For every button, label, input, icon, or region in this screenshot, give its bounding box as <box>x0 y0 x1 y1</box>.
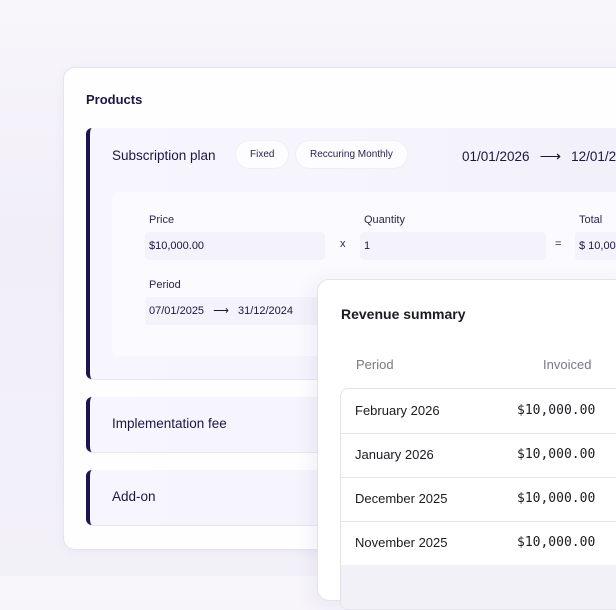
product-name: Subscription plan <box>112 148 216 163</box>
column-header-period: Period <box>356 357 394 372</box>
quantity-label: Quantity <box>364 214 405 226</box>
product-name: Implementation fee <box>112 416 227 431</box>
date-end: 12/01/2026 <box>571 149 616 164</box>
column-header-invoiced: Invoiced <box>543 357 592 372</box>
arrow-right-icon: ⟶ <box>213 305 229 317</box>
price-label: Price <box>149 214 175 226</box>
multiply-sign: x <box>340 238 346 250</box>
table-row[interactable]: February 2026 $10,000.00 <box>341 389 616 434</box>
table-row[interactable]: January 2026 $10,000.00 <box>341 433 616 478</box>
period-start: 07/01/2025 <box>149 305 205 317</box>
price-input[interactable]: $10,000.00 <box>145 232 325 260</box>
row-invoiced: $10,000.00 <box>517 491 596 506</box>
arrow-right-icon: ⟶ <box>539 148 562 165</box>
product-name: Add-on <box>112 489 156 504</box>
chip-recurring-monthly: Reccuring Monthly <box>296 141 407 168</box>
row-invoiced: $10,000.00 <box>517 447 596 462</box>
row-invoiced: $10,000.00 <box>517 535 596 550</box>
date-range: 01/01/2026 ⟶ 12/01/2026 <box>462 147 616 165</box>
period-end: 31/12/2024 <box>237 305 294 317</box>
row-period: December 2025 <box>355 491 448 506</box>
revenue-table: February 2026 $10,000.00 January 2026 $1… <box>340 388 616 610</box>
table-row[interactable]: November 2025 $10,000.00 <box>341 521 616 566</box>
revenue-summary-card: Revenue summary Period Invoiced February… <box>317 279 616 610</box>
revenue-summary-title: Revenue summary <box>341 306 466 322</box>
date-start: 01/01/2026 <box>462 149 530 164</box>
row-period: November 2025 <box>355 535 448 550</box>
row-period: February 2026 <box>355 403 440 418</box>
products-title: Products <box>86 92 143 107</box>
equals-sign: = <box>555 238 562 250</box>
period-label: Period <box>149 279 181 291</box>
table-row[interactable]: December 2025 $10,000.00 <box>341 477 616 522</box>
row-invoiced: $10,000.00 <box>517 403 596 418</box>
row-period: January 2026 <box>355 447 434 462</box>
total-value: $ 10,000.00 <box>575 232 616 260</box>
total-label: Total <box>579 214 603 226</box>
table-row-partial <box>341 565 616 609</box>
quantity-input[interactable]: 1 <box>360 232 546 260</box>
chip-fixed: Fixed <box>236 141 289 168</box>
period-input[interactable]: 07/01/2025 ⟶ 31/12/2024 <box>145 297 325 325</box>
